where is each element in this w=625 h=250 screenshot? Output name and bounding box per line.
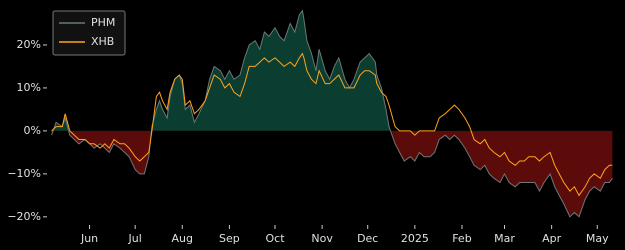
x-tick-label: Oct bbox=[265, 232, 285, 245]
legend-label: PHM bbox=[91, 16, 115, 29]
y-tick-label: −20% bbox=[7, 210, 41, 223]
x-tick-label: Mar bbox=[494, 232, 515, 245]
x-tick-label: Nov bbox=[311, 232, 333, 245]
x-tick-label: Aug bbox=[172, 232, 193, 245]
area-positive bbox=[51, 10, 613, 131]
series-line bbox=[51, 9, 613, 218]
y-tick-label: 0% bbox=[24, 124, 41, 137]
y-tick-label: 20% bbox=[17, 38, 41, 51]
area-negative bbox=[51, 130, 613, 217]
x-tick-label: 2025 bbox=[401, 232, 429, 245]
legend-label: XHB bbox=[91, 35, 114, 48]
x-tick-label: Dec bbox=[357, 232, 378, 245]
series-line bbox=[51, 52, 613, 197]
x-tick-label: Sep bbox=[219, 232, 240, 245]
y-tick-label: −10% bbox=[7, 167, 41, 180]
legend-box bbox=[52, 10, 126, 56]
y-tick-label: 10% bbox=[17, 81, 41, 94]
x-tick-label: Jul bbox=[128, 232, 142, 245]
x-tick-label: Apr bbox=[542, 232, 562, 245]
x-tick-label: Feb bbox=[452, 232, 471, 245]
x-tick-label: Jun bbox=[80, 232, 98, 245]
x-tick-label: May bbox=[586, 232, 609, 245]
